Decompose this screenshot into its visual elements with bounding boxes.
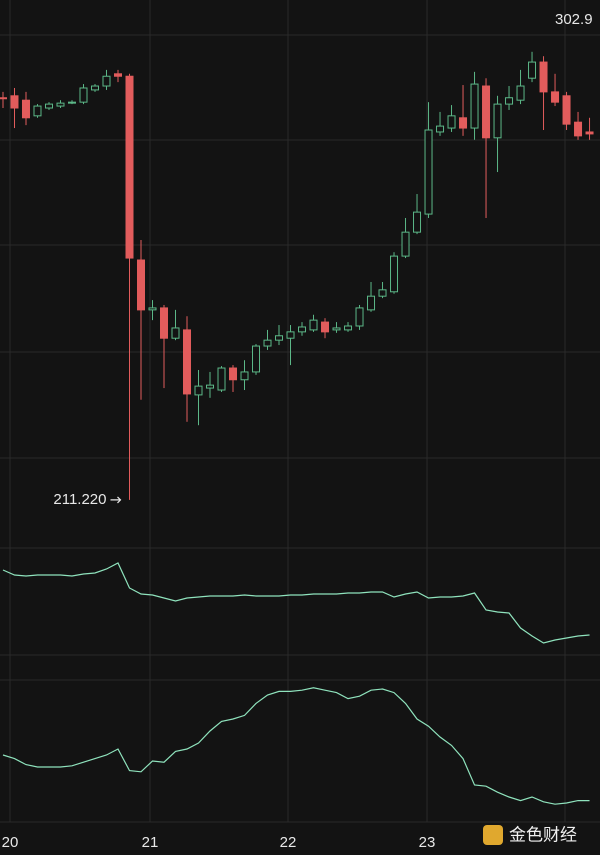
candle-body xyxy=(171,327,180,339)
candle-body xyxy=(585,131,594,135)
candle-body xyxy=(275,335,284,341)
watermark: 金色财经 xyxy=(483,825,577,845)
candle-body xyxy=(229,367,238,381)
candle-body xyxy=(206,384,215,389)
candle-body xyxy=(413,211,422,233)
candle-body xyxy=(56,102,65,107)
candle-body xyxy=(516,85,525,101)
candle-body xyxy=(113,73,122,77)
x-tick-label: 22 xyxy=(280,834,297,851)
min-arrow xyxy=(110,496,122,504)
candle-body xyxy=(493,103,502,139)
candle-body xyxy=(470,83,479,129)
candle-body xyxy=(240,371,249,381)
candle-body xyxy=(401,231,410,257)
candle-body xyxy=(79,87,88,103)
candle-body xyxy=(148,307,157,311)
candle-body xyxy=(252,345,261,373)
candle-body xyxy=(539,61,548,93)
candle-body xyxy=(447,115,456,129)
candle-body xyxy=(263,339,272,347)
candle-body xyxy=(528,61,537,79)
candle-body xyxy=(321,321,330,333)
candle-body xyxy=(298,326,307,333)
x-tick-label: 20 xyxy=(2,834,19,851)
candle-body xyxy=(505,97,514,105)
candle-body xyxy=(367,295,376,311)
min-label: 211.220 xyxy=(53,491,106,508)
watermark-logo xyxy=(483,825,503,845)
candle-body xyxy=(390,255,399,293)
candle-body xyxy=(137,259,146,311)
candle-body xyxy=(424,129,433,215)
candle-body xyxy=(102,75,111,87)
candle-body xyxy=(562,95,571,125)
max-label: 302.9 xyxy=(555,11,593,28)
candle-body xyxy=(332,327,341,331)
candle-body xyxy=(67,101,76,104)
x-tick-label: 21 xyxy=(142,834,159,851)
candle-body xyxy=(0,97,7,100)
x-tick-label: 23 xyxy=(419,834,436,851)
panel-grid xyxy=(0,0,600,823)
candle-body xyxy=(574,121,583,137)
indicator-line xyxy=(2,687,590,805)
candle-body xyxy=(482,85,491,139)
candle-body xyxy=(33,105,42,117)
candle-body xyxy=(44,103,53,109)
candle-body xyxy=(194,385,203,396)
candle-body xyxy=(217,367,226,391)
candle-body xyxy=(309,319,318,331)
candle-body xyxy=(90,85,99,91)
candle-body xyxy=(355,307,364,327)
candle-body xyxy=(10,95,19,109)
candle-body xyxy=(459,117,468,129)
candle-body xyxy=(286,331,295,339)
watermark-text: 金色财经 xyxy=(509,825,577,844)
candle-body xyxy=(551,91,560,103)
candle-body xyxy=(160,307,169,339)
candle-body xyxy=(378,289,387,297)
candle-body xyxy=(436,125,445,133)
candle-body xyxy=(344,325,353,331)
candle-body xyxy=(183,329,192,395)
candle-body xyxy=(125,75,134,259)
candle-body xyxy=(21,99,30,119)
indicator-line xyxy=(2,562,590,644)
